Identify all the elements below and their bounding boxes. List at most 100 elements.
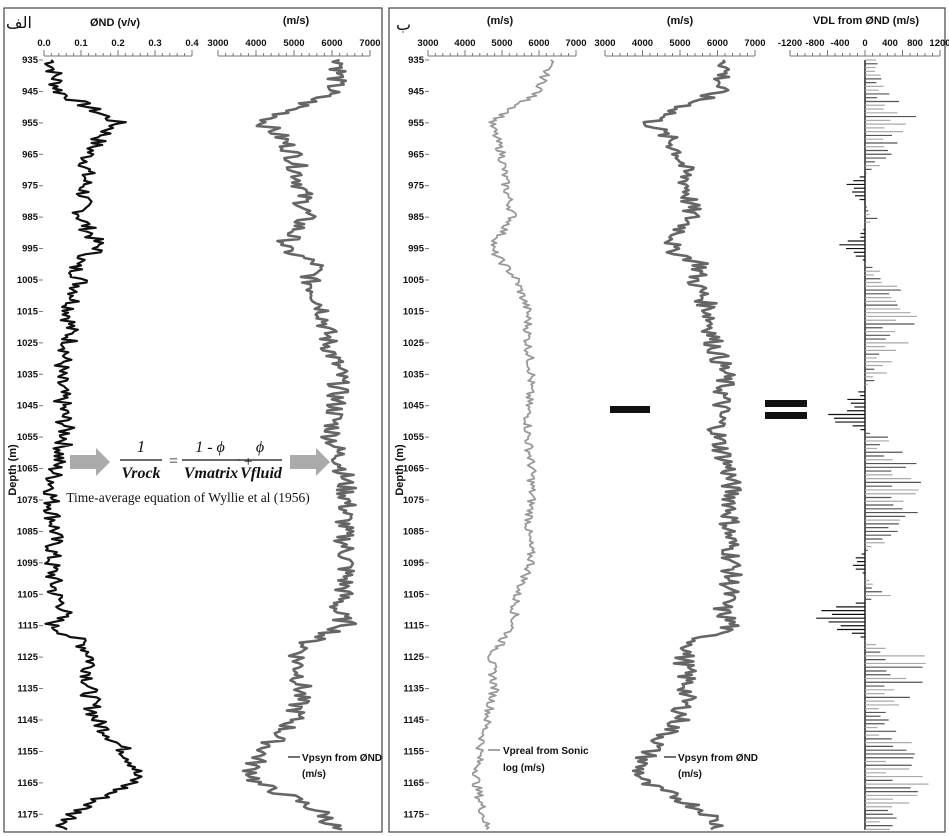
depth-tick-label: 1005 bbox=[17, 275, 39, 286]
depth-tick-label: 995 bbox=[408, 244, 425, 255]
depth-tick-label: 995 bbox=[22, 244, 39, 255]
right-arrow-icon bbox=[70, 448, 110, 476]
depth-tick-label: 985 bbox=[408, 212, 425, 223]
depth-tick-label: 1095 bbox=[403, 558, 425, 569]
left-panel-border bbox=[3, 7, 383, 833]
lhs-denominator: Vrock bbox=[121, 465, 160, 482]
x-tick-label: 7000 bbox=[744, 38, 765, 49]
left-panel-label: الف bbox=[6, 13, 32, 32]
marker-bar bbox=[610, 406, 650, 413]
marker-bar bbox=[765, 400, 807, 407]
depth-tick-label: 955 bbox=[408, 118, 425, 129]
depth-tick-label: 1175 bbox=[403, 809, 424, 820]
legend-vpsyn-right: Vpsyn from ØND (m/s) bbox=[664, 753, 758, 780]
depth-axis-label-right: Depth (m) bbox=[394, 444, 406, 496]
wyllie-equation: 1 Vrock = 1 - ϕ Vmatrix + ϕ Vfluid Time-… bbox=[66, 437, 330, 505]
x-tick-label: 4000 bbox=[245, 38, 266, 49]
x-tick-label: -400 bbox=[830, 38, 849, 49]
depth-tick-label: 1045 bbox=[403, 401, 425, 412]
depth-tick-label: 1145 bbox=[403, 715, 424, 726]
depth-tick-label: 1125 bbox=[403, 652, 424, 663]
right-arrow-icon bbox=[290, 448, 330, 476]
marker-bar bbox=[765, 412, 807, 419]
legend-label: (m/s) bbox=[678, 769, 702, 780]
depth-tick-label: 1005 bbox=[403, 275, 425, 286]
legend-label: Vpsyn from ØND bbox=[678, 753, 758, 764]
legend-label: (m/s) bbox=[302, 769, 326, 780]
x-tick-label: 6000 bbox=[707, 38, 728, 49]
matrix-numerator: 1 - ϕ bbox=[195, 439, 225, 456]
x-tick-label: -1200 bbox=[778, 38, 802, 49]
depth-tick-label: 1065 bbox=[17, 464, 39, 475]
depth-tick-label: 985 bbox=[22, 212, 39, 223]
lhs-numerator: 1 bbox=[137, 437, 146, 456]
depth-tick-label: 1015 bbox=[403, 306, 425, 317]
x-tick-label: 0.1 bbox=[74, 38, 88, 49]
depth-tick-label: 945 bbox=[22, 86, 39, 97]
x-tick-label: 800 bbox=[907, 38, 923, 49]
vpsyn-right-header: (m/s) bbox=[667, 15, 694, 27]
depth-tick-label: 975 bbox=[408, 181, 425, 192]
depth-tick-label: 955 bbox=[22, 118, 39, 129]
depth-tick-label: 1115 bbox=[18, 621, 39, 632]
legend-vpsyn-left: Vpsyn from ØND (m/s) bbox=[288, 753, 382, 780]
depth-tick-label: 1105 bbox=[403, 589, 424, 600]
equals-sign: = bbox=[168, 453, 179, 470]
depth-tick-label: 1165 bbox=[17, 778, 38, 789]
depth-tick-label: 1075 bbox=[403, 495, 425, 506]
porosity-track-header: ØND (v/v) bbox=[90, 17, 140, 29]
depth-tick-label: 1155 bbox=[403, 746, 424, 757]
x-tick-label: 5000 bbox=[491, 38, 512, 49]
x-tick-label: 0.2 bbox=[111, 38, 124, 49]
x-tick-label: 0.0 bbox=[37, 38, 50, 49]
depth-tick-label: 1025 bbox=[403, 338, 425, 349]
legend-vpreal: Vpreal from Sonic log (m/s) bbox=[488, 746, 589, 774]
series-line bbox=[631, 59, 743, 831]
depth-tick-label: 1085 bbox=[17, 526, 39, 537]
series-line bbox=[241, 58, 358, 831]
legend-label: Vpsyn from ØND bbox=[302, 753, 382, 764]
vdl-header: VDL from ØND (m/s) bbox=[813, 15, 919, 27]
right-panel-border bbox=[388, 7, 946, 833]
x-tick-label: 7000 bbox=[359, 38, 380, 49]
equation-caption: Time-average equation of Wyllie et al (1… bbox=[66, 490, 310, 505]
x-tick-label: 400 bbox=[882, 38, 898, 49]
x-tick-label: 3000 bbox=[207, 38, 228, 49]
depth-tick-label: 1105 bbox=[17, 589, 38, 600]
fluid-denominator: Vfluid bbox=[240, 465, 283, 482]
depth-tick-label: 1055 bbox=[17, 432, 39, 443]
x-tick-label: 3000 bbox=[417, 38, 438, 49]
x-tick-label: 4000 bbox=[632, 38, 653, 49]
x-tick-label: 6000 bbox=[528, 38, 549, 49]
depth-tick-label: 1035 bbox=[17, 369, 39, 380]
depth-tick-label: 1085 bbox=[403, 526, 425, 537]
depth-tick-label: 1035 bbox=[403, 369, 425, 380]
x-tick-label: 6000 bbox=[321, 38, 342, 49]
depth-tick-label: 1075 bbox=[17, 495, 39, 506]
fluid-numerator: ϕ bbox=[256, 439, 264, 456]
x-tick-label: 7000 bbox=[565, 38, 586, 49]
vpreal-header: (m/s) bbox=[487, 15, 514, 27]
right-panel-label: ب bbox=[396, 15, 411, 34]
depth-axis-label-left: Depth (m) bbox=[7, 444, 19, 496]
x-tick-label: 5000 bbox=[669, 38, 690, 49]
depth-tick-label: 1125 bbox=[17, 652, 38, 663]
x-tick-label: 0 bbox=[862, 38, 867, 49]
legend-label: Vpreal from Sonic bbox=[503, 746, 589, 757]
series-line bbox=[471, 59, 555, 831]
depth-tick-label: 1175 bbox=[17, 809, 38, 820]
series-line bbox=[42, 59, 143, 831]
x-tick-label: 0.4 bbox=[185, 38, 199, 49]
depth-tick-label: 1155 bbox=[17, 746, 38, 757]
x-tick-label: 5000 bbox=[283, 38, 304, 49]
depth-tick-label: 1115 bbox=[404, 621, 425, 632]
depth-tick-label: 965 bbox=[408, 149, 425, 160]
x-tick-label: 1200 bbox=[929, 38, 949, 49]
depth-tick-label: 935 bbox=[408, 55, 425, 66]
depth-tick-label: 1065 bbox=[403, 464, 425, 475]
depth-tick-label: 1165 bbox=[403, 778, 424, 789]
depth-tick-label: 965 bbox=[22, 149, 39, 160]
x-tick-label: 3000 bbox=[594, 38, 615, 49]
depth-tick-label: 1025 bbox=[17, 338, 39, 349]
